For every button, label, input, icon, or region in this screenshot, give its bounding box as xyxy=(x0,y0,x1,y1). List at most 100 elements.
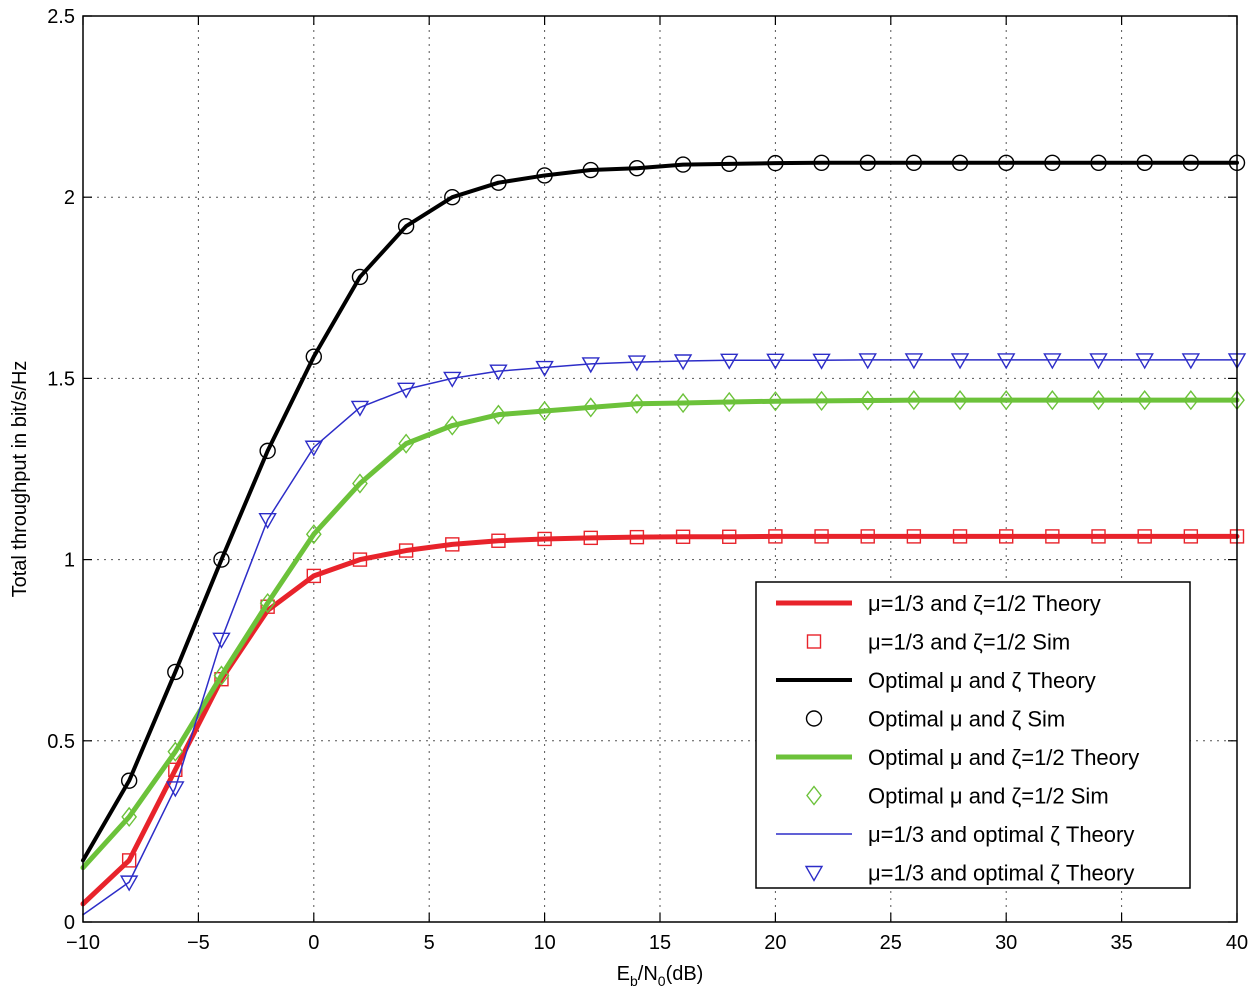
data-point xyxy=(813,390,830,412)
data-point xyxy=(905,154,923,171)
x-tick-label: −5 xyxy=(187,932,210,954)
legend: μ=1/3 and ζ=1/2 Theory μ=1/3 and ζ=1/2 Si… xyxy=(755,581,1191,889)
x-axis-label: Eb/N0(dB) xyxy=(617,963,704,989)
data-point xyxy=(1044,390,1061,411)
y-tick-label: 0.5 xyxy=(47,731,75,753)
data-point xyxy=(396,382,416,399)
data-point xyxy=(490,174,507,191)
data-point xyxy=(444,415,461,436)
data-point xyxy=(352,473,368,494)
data-point xyxy=(767,154,784,172)
y-tick-label: 2.5 xyxy=(47,6,75,28)
data-point xyxy=(581,357,600,374)
y-tick-label: 1 xyxy=(64,550,75,572)
data-point xyxy=(120,772,138,789)
legend-marker-sample xyxy=(805,710,823,727)
y-tick-label: 2 xyxy=(64,187,75,209)
data-point xyxy=(535,360,554,377)
series-7 xyxy=(82,359,1238,916)
data-point xyxy=(582,161,599,179)
data-point xyxy=(212,632,231,649)
data-point xyxy=(721,155,738,173)
data-point xyxy=(720,353,739,370)
legend-marker-sample xyxy=(806,634,822,649)
x-tick-label: 35 xyxy=(1110,932,1132,954)
data-point xyxy=(950,353,970,370)
x-tick-label: 5 xyxy=(424,932,435,954)
legend-entry: Optimal μ and ζ=1/2 Theory xyxy=(776,745,1139,770)
legend-entry: μ=1/3 and optimal ζ Theory xyxy=(804,861,1134,886)
series-1 xyxy=(80,533,1240,907)
data-point xyxy=(1135,353,1154,370)
legend-label: Optimal μ and ζ Theory xyxy=(868,668,1096,693)
data-point xyxy=(304,440,324,457)
legend-entry: μ=1/3 and optimal ζ Theory xyxy=(776,822,1134,847)
data-point xyxy=(167,741,184,762)
data-point xyxy=(627,355,647,372)
series-6 xyxy=(121,390,1245,828)
data-point xyxy=(998,154,1015,171)
data-point xyxy=(536,167,553,184)
data-point xyxy=(1182,154,1200,171)
legend-label: Optimal μ and ζ=1/2 Theory xyxy=(868,745,1139,770)
data-point xyxy=(675,392,691,414)
x-axis-label-unit: (dB) xyxy=(666,963,704,985)
x-tick-label: 20 xyxy=(764,932,786,954)
data-point xyxy=(121,853,137,868)
data-point xyxy=(1044,154,1061,171)
data-point xyxy=(813,154,830,171)
data-point xyxy=(351,268,369,286)
data-point xyxy=(812,353,831,370)
legend-entry: Optimal μ and ζ=1/2 Sim xyxy=(806,784,1109,809)
y-tick-label: 0 xyxy=(64,912,75,934)
data-point xyxy=(119,875,139,892)
data-point xyxy=(489,364,508,381)
data-point xyxy=(444,188,461,206)
data-point xyxy=(629,393,645,414)
x-tick-label: 25 xyxy=(880,932,902,954)
data-point xyxy=(398,433,415,454)
data-point xyxy=(1090,390,1107,411)
axis-ticks: −10 −5 0 5 10 15 20 25 30 35 40 0 0.5 1 1.5 2 2.5 xyxy=(47,6,1248,954)
x-axis-label-e: E xyxy=(617,963,630,985)
data-point xyxy=(951,154,969,171)
data-point xyxy=(767,391,784,412)
legend-label: μ=1/3 and optimal ζ Theory xyxy=(868,861,1134,886)
data-point xyxy=(582,397,599,418)
data-point xyxy=(443,371,462,388)
legend-entry: Optimal μ and ζ Sim xyxy=(805,707,1065,732)
legend-label: μ=1/3 and ζ=1/2 Sim xyxy=(868,630,1070,655)
series-line xyxy=(82,359,1238,916)
data-point xyxy=(350,400,370,417)
data-point xyxy=(397,217,415,235)
data-point xyxy=(1136,154,1153,171)
legend-entry: μ=1/3 and ζ=1/2 Theory xyxy=(776,591,1101,616)
data-point xyxy=(996,353,1016,370)
data-point xyxy=(305,524,322,545)
data-point xyxy=(904,353,924,370)
data-point xyxy=(721,391,738,413)
x-tick-label: 10 xyxy=(533,932,555,954)
y-axis-label: Total throughput in bit/s/Hz xyxy=(9,361,31,598)
data-point xyxy=(213,665,230,686)
data-point xyxy=(121,806,138,828)
legend-marker-sample xyxy=(806,785,822,806)
data-point xyxy=(1181,353,1201,370)
legend-label: Optimal μ and ζ Sim xyxy=(868,707,1065,732)
x-axis-label-sub-b: b xyxy=(630,973,638,989)
x-tick-label: −10 xyxy=(66,932,100,954)
series-8 xyxy=(119,353,1247,892)
data-point xyxy=(259,442,276,460)
data-point xyxy=(859,390,876,411)
data-point xyxy=(1043,353,1062,370)
x-tick-label: 40 xyxy=(1226,932,1248,954)
data-point xyxy=(905,390,922,411)
legend-box xyxy=(755,581,1191,889)
data-point xyxy=(490,404,507,425)
data-point xyxy=(766,353,785,370)
data-point xyxy=(1090,154,1107,171)
data-point xyxy=(167,663,184,681)
y-tick-label: 1.5 xyxy=(47,368,75,390)
data-point xyxy=(259,592,276,614)
